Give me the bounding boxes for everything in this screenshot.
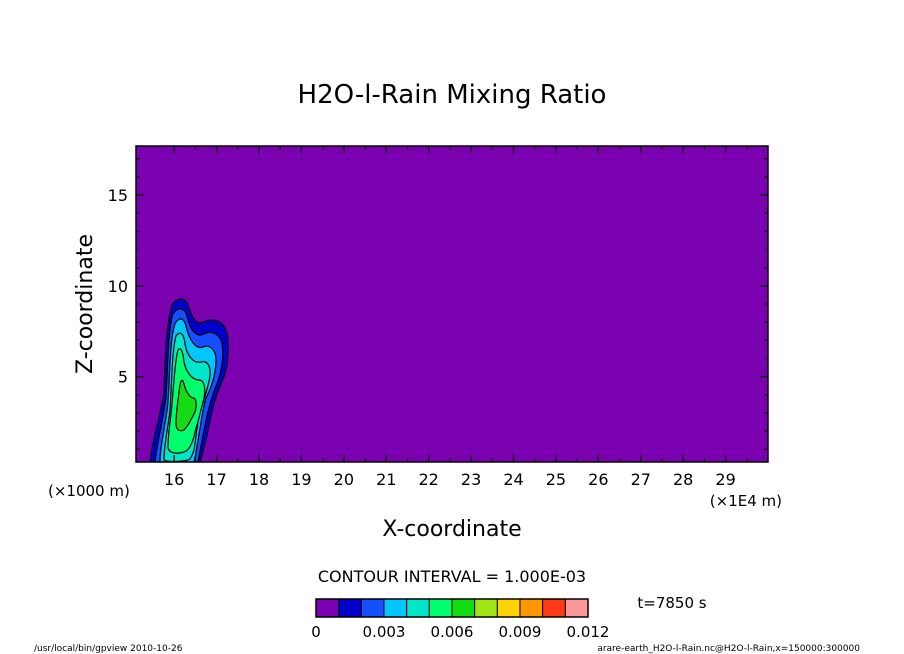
x-unit-left: (×1000 m) — [48, 482, 130, 500]
colorbar-swatch — [383, 598, 408, 618]
contour-level-6 — [175, 379, 197, 432]
colorbar-swatch — [542, 598, 566, 618]
x-tick-label: 25 — [546, 470, 566, 489]
colorbar-swatch — [451, 598, 476, 618]
colorbar-swatch — [338, 598, 362, 618]
x-tick-label: 19 — [291, 470, 311, 489]
x-tick-label: 23 — [461, 470, 481, 489]
x-tick-label: 27 — [631, 470, 651, 489]
x-tick-label: 21 — [376, 470, 396, 489]
x-axis-title: X-coordinate — [382, 517, 521, 542]
colorbar-tick-label: 0.006 — [431, 623, 474, 641]
colorbar-swatch — [315, 598, 340, 618]
colorbar-swatch — [360, 598, 385, 618]
colorbar-swatch — [428, 598, 453, 618]
x-tick-label: 29 — [715, 470, 735, 489]
y-axis-title: Z-coordinate — [73, 234, 98, 374]
y-tick-label: 5 — [118, 368, 128, 387]
colorbar-tick-label: 0.009 — [499, 623, 542, 641]
contour-field — [149, 298, 229, 462]
x-tick-label: 16 — [164, 470, 184, 489]
colorbar-tick-label: 0.012 — [567, 623, 610, 641]
x-tick-label: 26 — [588, 470, 608, 489]
colorbar-swatch — [519, 598, 544, 618]
colorbar-swatch — [474, 598, 498, 618]
x-tick-label: 20 — [334, 470, 354, 489]
colorbar-tick-label: 0 — [311, 623, 321, 641]
x-unit-right: (×1E4 m) — [710, 492, 782, 510]
colorbar-frame — [315, 598, 589, 618]
x-tick-label: 18 — [249, 470, 269, 489]
colorbar-swatch — [406, 598, 430, 618]
x-tick-label: 24 — [503, 470, 523, 489]
plot-area — [136, 146, 768, 462]
colorbar-swatch — [564, 598, 589, 618]
colorbar-swatch — [496, 598, 521, 618]
footer-right: arare-earth_H2O-l-Rain.nc@H2O-l-Rain,x=1… — [597, 644, 860, 654]
y-tick-label: 10 — [108, 277, 128, 296]
colorbar: 0 0.003 0.006 0.009 0.012 — [311, 598, 610, 641]
x-tick-label: 28 — [673, 470, 693, 489]
footer-left: /usr/local/bin/gpview 2010-10-26 — [34, 644, 183, 654]
time-label: t=7850 s — [637, 594, 706, 612]
chart-title: H2O-l-Rain Mixing Ratio — [298, 80, 607, 110]
x-tick-label: 22 — [418, 470, 438, 489]
x-tick-label: 17 — [206, 470, 226, 489]
colorbar-tick-label: 0.003 — [363, 623, 406, 641]
y-tick-label: 15 — [108, 186, 128, 205]
axes: 16 17 18 19 20 21 22 23 24 25 26 27 28 29 5 10 15 — [108, 146, 768, 489]
contour-interval-label: CONTOUR INTERVAL = 1.000E-03 — [318, 567, 586, 586]
